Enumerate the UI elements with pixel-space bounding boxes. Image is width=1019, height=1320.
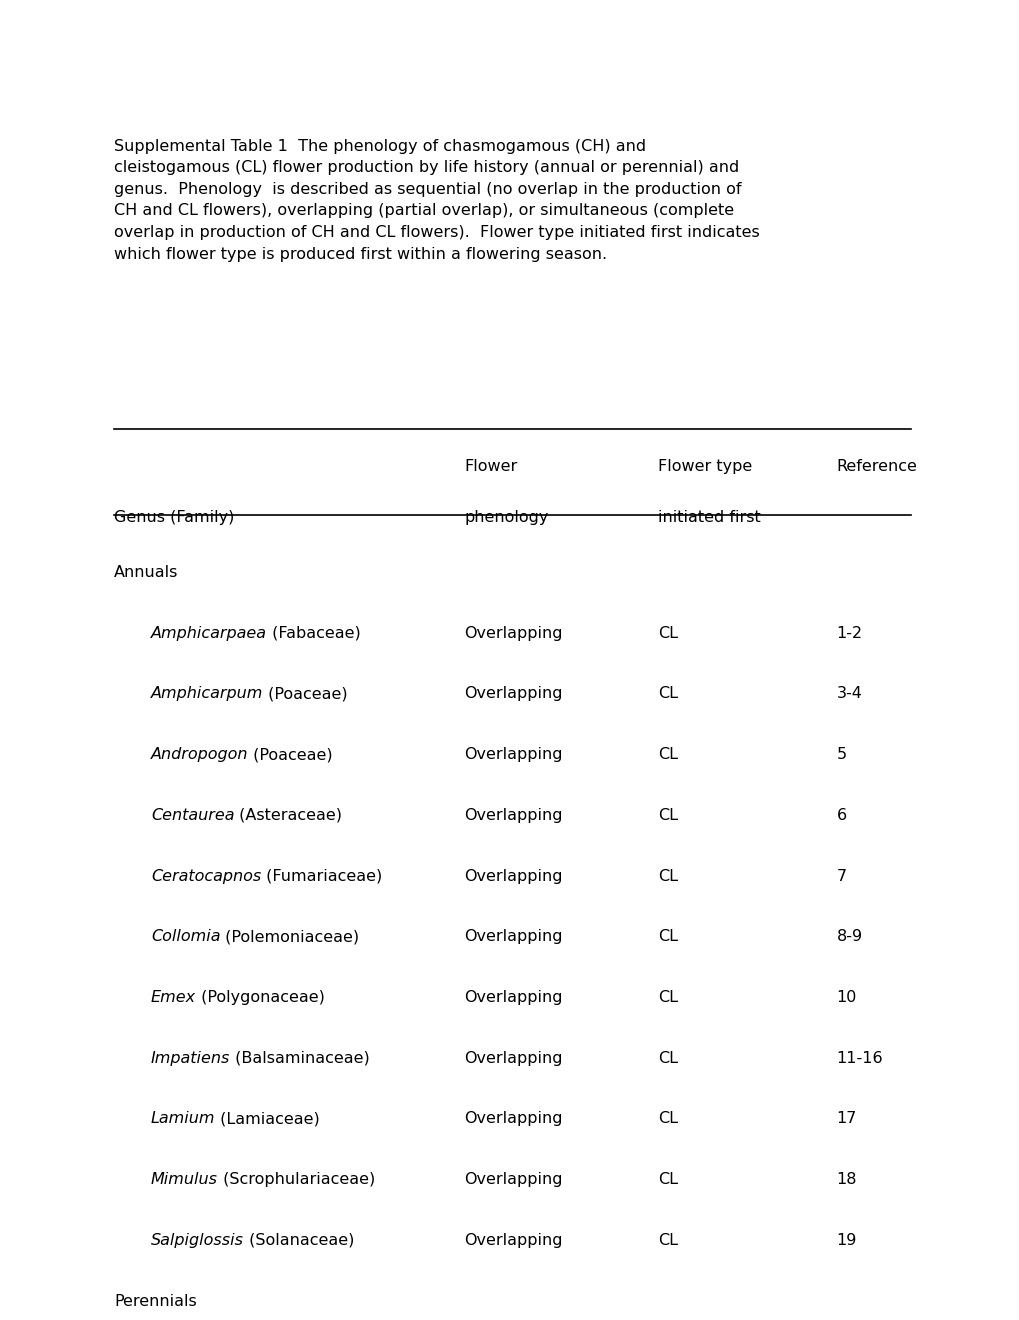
Text: Amphicarpum: Amphicarpum <box>151 686 263 701</box>
Text: Flower type: Flower type <box>657 459 751 474</box>
Text: (Lamiaceae): (Lamiaceae) <box>215 1111 320 1126</box>
Text: (Polemoniaceae): (Polemoniaceae) <box>220 929 360 944</box>
Text: 1-2: 1-2 <box>836 626 862 640</box>
Text: 19: 19 <box>836 1233 856 1247</box>
Text: Overlapping: Overlapping <box>464 929 562 944</box>
Text: Overlapping: Overlapping <box>464 1172 562 1187</box>
Text: CL: CL <box>657 1233 678 1247</box>
Text: Genus (Family): Genus (Family) <box>114 510 234 524</box>
Text: Ceratocapnos: Ceratocapnos <box>151 869 261 883</box>
Text: Overlapping: Overlapping <box>464 1233 562 1247</box>
Text: 5: 5 <box>836 747 846 762</box>
Text: CL: CL <box>657 686 678 701</box>
Text: Andropogon: Andropogon <box>151 747 249 762</box>
Text: CL: CL <box>657 626 678 640</box>
Text: phenology: phenology <box>464 510 548 524</box>
Text: 18: 18 <box>836 1172 856 1187</box>
Text: Centaurea: Centaurea <box>151 808 234 822</box>
Text: Overlapping: Overlapping <box>464 626 562 640</box>
Text: 3-4: 3-4 <box>836 686 861 701</box>
Text: Salpiglossis: Salpiglossis <box>151 1233 244 1247</box>
Text: Overlapping: Overlapping <box>464 686 562 701</box>
Text: Overlapping: Overlapping <box>464 990 562 1005</box>
Text: Emex: Emex <box>151 990 196 1005</box>
Text: (Balsaminaceae): (Balsaminaceae) <box>230 1051 370 1065</box>
Text: CL: CL <box>657 808 678 822</box>
Text: CL: CL <box>657 1172 678 1187</box>
Text: 7: 7 <box>836 869 846 883</box>
Text: (Poaceae): (Poaceae) <box>263 686 347 701</box>
Text: 11-16: 11-16 <box>836 1051 882 1065</box>
Text: Overlapping: Overlapping <box>464 869 562 883</box>
Text: Overlapping: Overlapping <box>464 1051 562 1065</box>
Text: CL: CL <box>657 869 678 883</box>
Text: Supplemental Table 1  The phenology of chasmogamous (CH) and
cleistogamous (CL) : Supplemental Table 1 The phenology of ch… <box>114 139 759 261</box>
Text: (Fabaceae): (Fabaceae) <box>267 626 361 640</box>
Text: Overlapping: Overlapping <box>464 747 562 762</box>
Text: Perennials: Perennials <box>114 1294 197 1308</box>
Text: Annuals: Annuals <box>114 565 178 579</box>
Text: (Asteraceae): (Asteraceae) <box>234 808 342 822</box>
Text: Overlapping: Overlapping <box>464 808 562 822</box>
Text: Mimulus: Mimulus <box>151 1172 218 1187</box>
Text: CL: CL <box>657 1051 678 1065</box>
Text: initiated first: initiated first <box>657 510 760 524</box>
Text: Overlapping: Overlapping <box>464 1111 562 1126</box>
Text: Collomia: Collomia <box>151 929 220 944</box>
Text: (Solanaceae): (Solanaceae) <box>244 1233 354 1247</box>
Text: 6: 6 <box>836 808 846 822</box>
Text: Reference: Reference <box>836 459 916 474</box>
Text: CL: CL <box>657 990 678 1005</box>
Text: 10: 10 <box>836 990 856 1005</box>
Text: Flower: Flower <box>464 459 517 474</box>
Text: CL: CL <box>657 747 678 762</box>
Text: (Polygonaceae): (Polygonaceae) <box>196 990 325 1005</box>
Text: CL: CL <box>657 1111 678 1126</box>
Text: 8-9: 8-9 <box>836 929 862 944</box>
Text: 17: 17 <box>836 1111 856 1126</box>
Text: CL: CL <box>657 929 678 944</box>
Text: (Poaceae): (Poaceae) <box>249 747 333 762</box>
Text: Lamium: Lamium <box>151 1111 215 1126</box>
Text: (Scrophulariaceae): (Scrophulariaceae) <box>218 1172 375 1187</box>
Text: (Fumariaceae): (Fumariaceae) <box>261 869 382 883</box>
Text: Impatiens: Impatiens <box>151 1051 230 1065</box>
Text: Amphicarpaea: Amphicarpaea <box>151 626 267 640</box>
